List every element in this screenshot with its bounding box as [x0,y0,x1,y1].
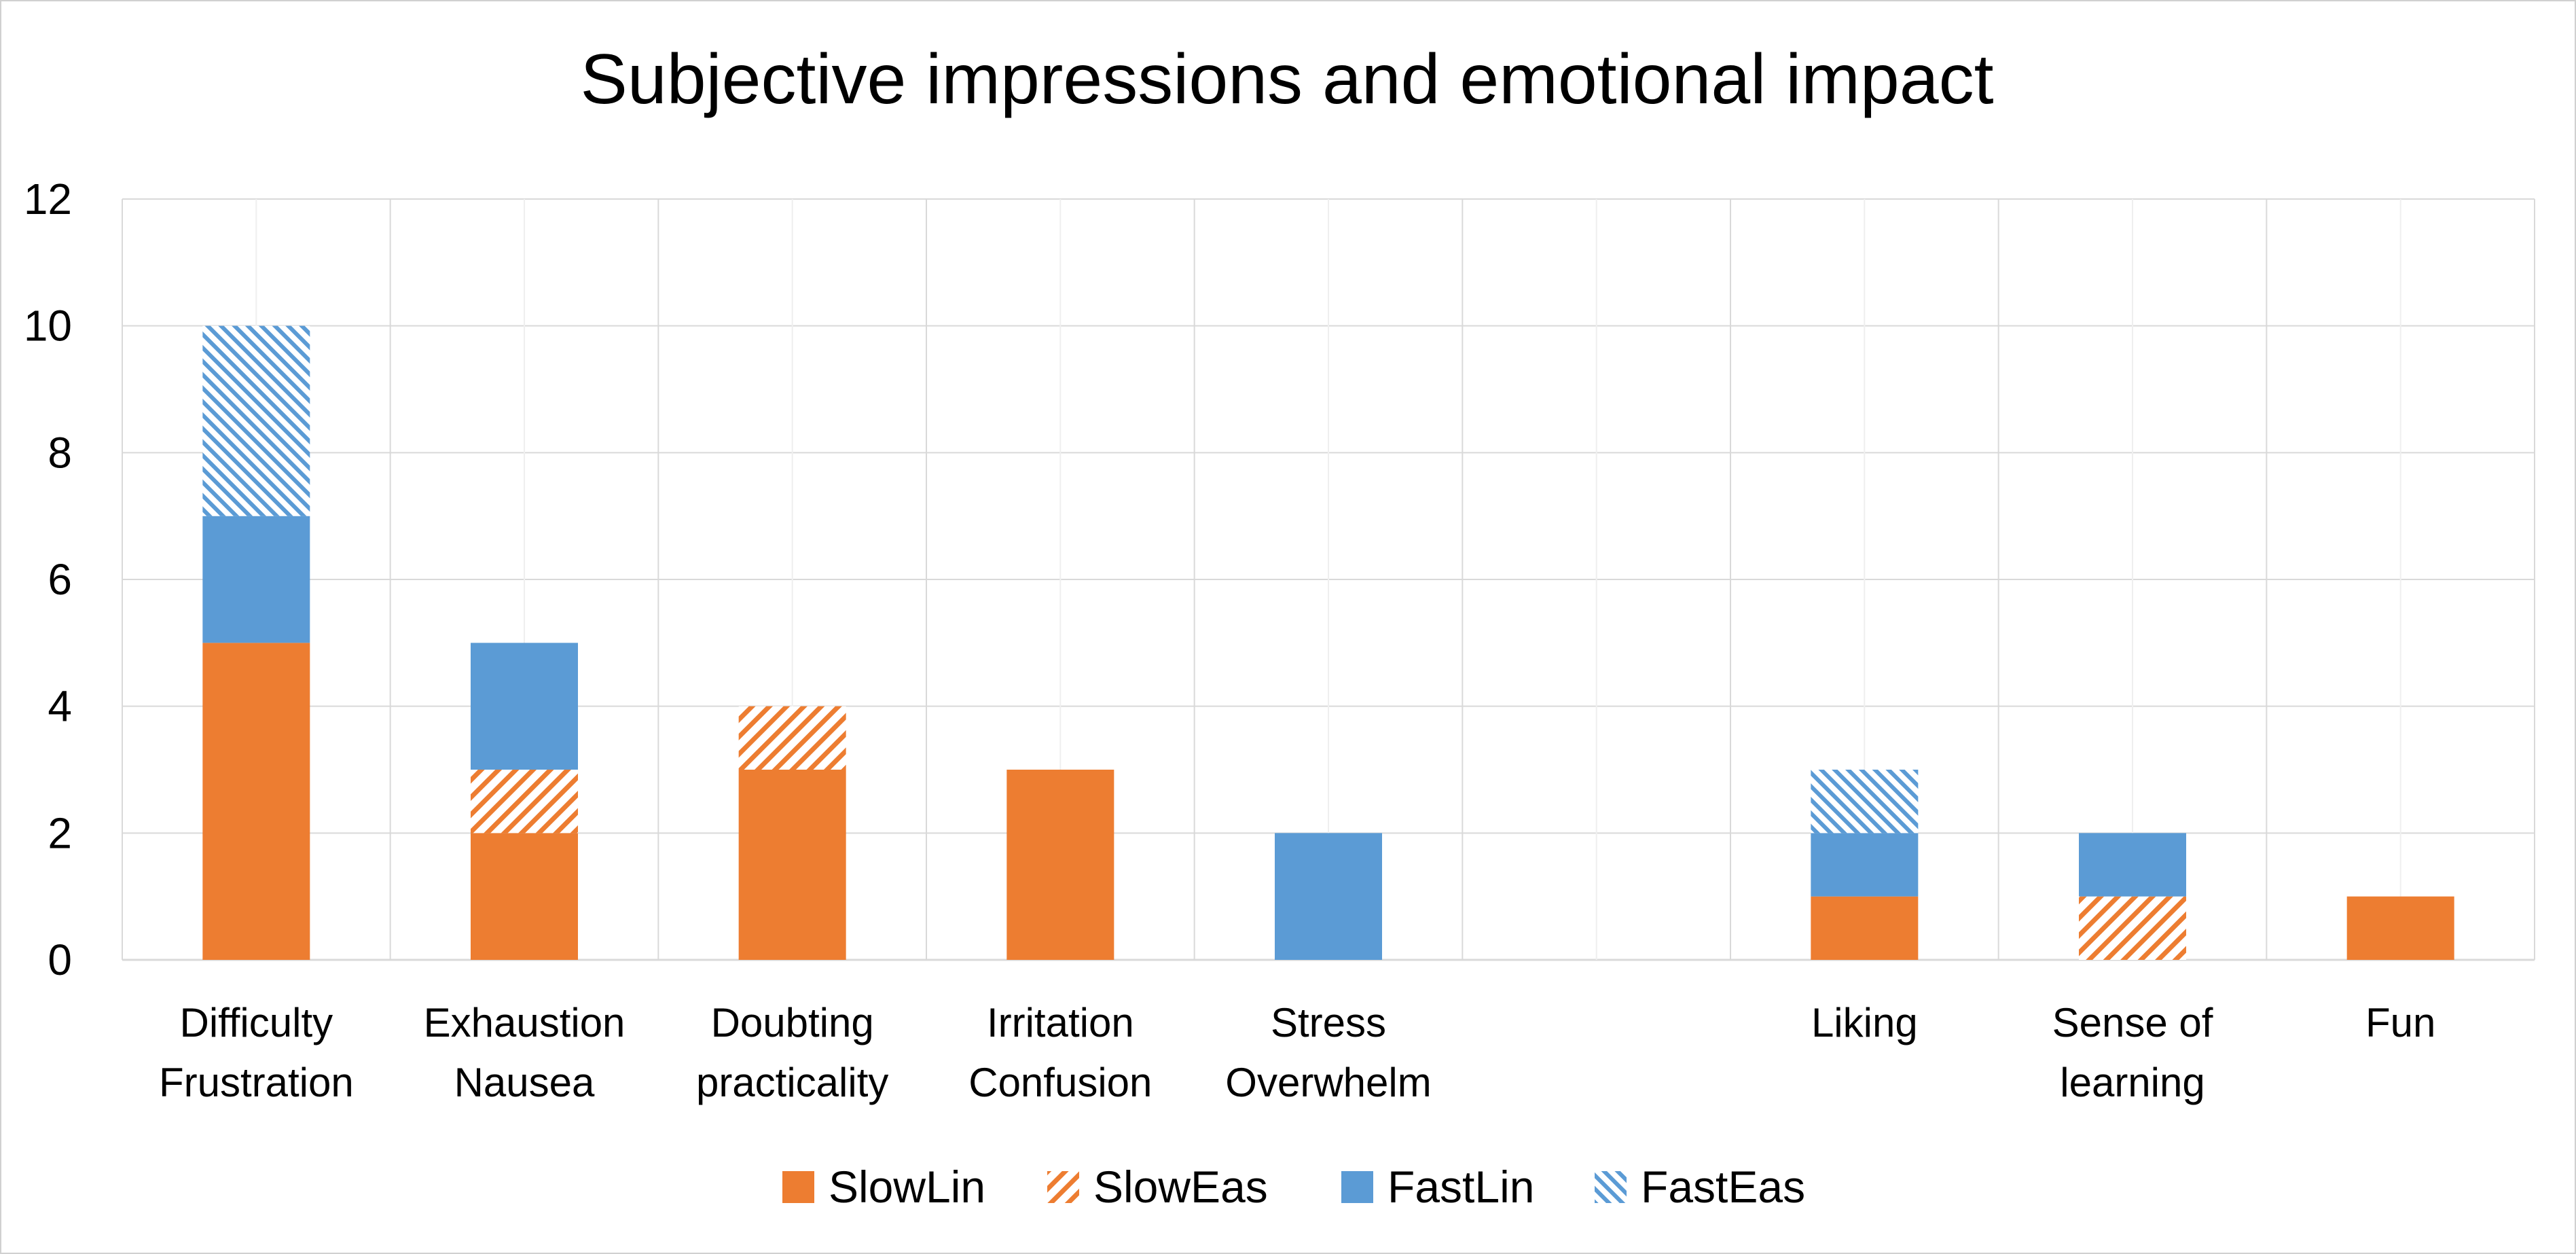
bar-sloweas [2079,896,2186,960]
y-tick-label: 10 [24,302,72,351]
legend-item-sloweas: SlowEas [1047,1162,1268,1212]
x-category-label: Exhaustion [424,1000,625,1045]
y-tick-label: 2 [48,808,72,857]
x-category-label: Sense of [2052,1000,2213,1045]
legend-swatch [1595,1171,1627,1203]
bar-slowlin [738,770,846,960]
legend-label: FastEas [1641,1162,1805,1212]
y-tick-label: 0 [48,935,72,984]
legend-label: FastLin [1387,1162,1534,1212]
x-category-label: practicality [696,1060,888,1105]
legend-label: SlowLin [829,1162,985,1212]
legend-item-fasteas: FastEas [1595,1162,1805,1212]
bar-slowlin [471,833,578,960]
y-tick-label: 12 [24,175,72,223]
x-category-label: Frustration [159,1060,354,1105]
bar-fasteas [1811,770,1919,834]
legend: SlowLin SlowEas FastLin FastEas [782,1162,1805,1212]
bar-sloweas [738,706,846,770]
x-axis-categories: Difficulty Frustration Exhaustion Nausea Dou… [159,1000,2435,1105]
x-category-label: Stress [1271,1000,1386,1045]
y-tick-label: 4 [48,682,72,731]
x-category-label: Fun [2365,1000,2435,1045]
bar-fastlin [1811,833,1919,897]
x-category-label: learning [2060,1060,2205,1105]
y-tick-label: 8 [48,428,72,477]
bar-fastlin [1275,833,1382,960]
x-category-label: Liking [1811,1000,1918,1045]
bar-slowlin [1811,896,1919,960]
x-category-label: Confusion [968,1060,1152,1105]
y-axis-ticks: 0 2 4 6 8 10 12 [24,175,72,984]
legend-label: SlowEas [1093,1162,1268,1212]
legend-swatch [1341,1171,1373,1203]
bar-fastlin [2079,833,2186,897]
bar-slowlin [202,643,310,960]
x-category-label: Irritation [987,1000,1134,1045]
bar-slowlin [2346,896,2454,960]
legend-item-slowlin: SlowLin [782,1162,985,1212]
bars [202,325,2454,960]
bar-slowlin [1006,770,1114,960]
bar-fastlin [202,516,310,643]
bar-fastlin [471,643,578,770]
y-tick-label: 6 [48,555,72,604]
bar-fasteas [202,325,310,516]
bar-sloweas [471,770,578,834]
chart-title: Subjective impressions and emotional imp… [580,40,1993,119]
x-category-label: Doubting [711,1000,874,1045]
legend-swatch [1047,1171,1079,1203]
legend-swatch [782,1171,814,1203]
legend-item-fastlin: FastLin [1341,1162,1534,1212]
x-category-label: Nausea [454,1060,595,1105]
x-category-label: Difficulty [180,1000,333,1045]
x-category-label: Overwhelm [1225,1060,1431,1105]
